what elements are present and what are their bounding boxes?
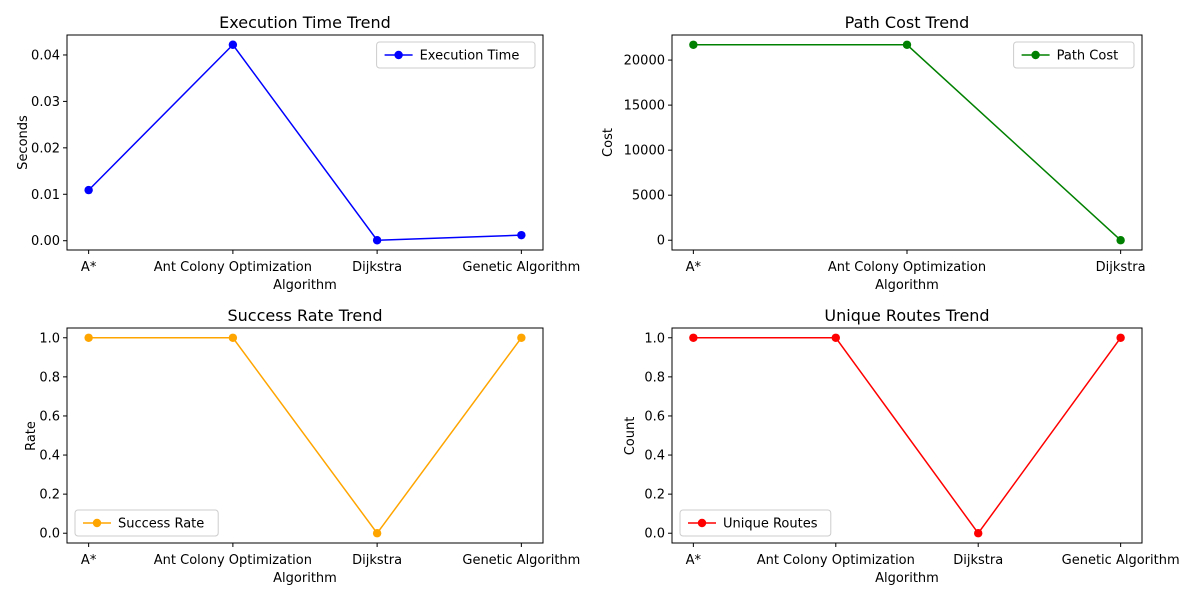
y-tick-label: 0.04 [31, 48, 60, 63]
legend: Execution Time [376, 41, 536, 69]
y-tick-label: 0.8 [39, 370, 60, 385]
axes-frame [66, 34, 544, 251]
chart-title: Success Rate Trend [227, 306, 382, 325]
data-point [372, 529, 382, 538]
data-point [517, 333, 526, 342]
plot-area: 0.0 0.2 0.4 0.6 0.8 1.0 A* Ant Colony Optimizat… [644, 327, 1180, 568]
data-point [974, 529, 983, 538]
legend: Path Cost [1013, 41, 1135, 69]
x-axis-label: Algorithm [875, 571, 939, 586]
y-axis-label: Cost [601, 128, 616, 157]
x-axis-label: Algorithm [875, 278, 939, 293]
data-point [228, 40, 238, 49]
y-tick-label: 1.0 [39, 331, 60, 346]
y-tick-label: 0.0 [644, 527, 665, 542]
legend-frame [679, 509, 832, 537]
x-tick-label: Ant Colony Optimization [154, 260, 312, 275]
data-point [689, 333, 698, 342]
x-tick-label: A* [686, 260, 702, 275]
legend-frame [376, 41, 536, 69]
legend-marker [92, 518, 102, 528]
y-tick-label: 1.0 [644, 331, 665, 346]
chart-title: Unique Routes Trend [824, 306, 989, 325]
axes-frame [66, 327, 544, 544]
data-point [517, 230, 526, 240]
y-tick-label: 15000 [624, 99, 665, 114]
y-tick-label: 0.4 [39, 449, 60, 464]
legend-marker [1031, 50, 1040, 60]
y-tick-label: 0.6 [644, 409, 665, 424]
x-tick-label: Dijkstra [1096, 260, 1146, 275]
x-tick-label: Genetic Algorithm [462, 553, 580, 568]
legend-label: Unique Routes [723, 517, 818, 532]
data-point [1116, 333, 1125, 342]
subplot-unique-routes: Unique Routes Trend Algorithm Count 0.00… [623, 306, 1180, 586]
y-tick-label: 0.01 [31, 188, 60, 203]
subplot-path-cost: Path Cost Trend Algorithm Cost 0 5000 1000… [601, 13, 1146, 293]
y-tick-label: 5000 [632, 189, 665, 204]
legend-frame [1013, 41, 1135, 69]
y-axis-label: Seconds [16, 115, 31, 170]
y-axis-label: Rate [24, 421, 39, 451]
data-point [84, 185, 93, 195]
legend-marker [394, 50, 403, 60]
y-tick-label: 0.02 [31, 141, 60, 156]
data-point [84, 333, 93, 342]
chart-title: Execution Time Trend [219, 13, 391, 32]
data-point [1116, 236, 1125, 245]
x-tick-label: Dijkstra [352, 260, 402, 275]
legend-label: Success Rate [118, 517, 204, 532]
y-tick-label: 0.6 [39, 409, 60, 424]
legend-label: Path Cost [1057, 49, 1119, 64]
chart-title: Path Cost Trend [845, 13, 970, 32]
y-tick-label: 0.00 [31, 234, 60, 249]
x-tick-label: A* [686, 553, 702, 568]
y-tick-label: 0.4 [644, 449, 665, 464]
legend-label: Execution Time [420, 49, 520, 64]
y-tick-label: 0.2 [39, 488, 60, 503]
y-tick-label: 20000 [624, 54, 665, 69]
legend-frame [74, 509, 219, 537]
y-axis-label: Count [623, 417, 638, 456]
series-line [88, 43, 522, 242]
x-tick-label: Dijkstra [953, 553, 1003, 568]
y-tick-label: 0.03 [31, 95, 60, 110]
data-point [372, 236, 382, 245]
x-tick-label: A* [81, 553, 97, 568]
plot-area: 0.00 0.01 0.02 0.03 0.04 A* Ant Colony Optimiz… [31, 34, 580, 275]
data-point [689, 40, 698, 49]
data-point [902, 40, 912, 49]
series-line [88, 337, 522, 535]
y-tick-label: 0 [657, 234, 665, 249]
subplot-execution-time: Execution Time Trend Algorithm Seconds 0… [16, 13, 580, 293]
plot-area: 0 5000 10000 15000 20000 A* Ant Colony Optimiz… [624, 34, 1146, 275]
data-point [831, 333, 840, 342]
legend: Success Rate [74, 509, 219, 537]
y-tick-label: 0.0 [39, 527, 60, 542]
data-point [228, 333, 238, 342]
x-axis-label: Algorithm [273, 571, 337, 586]
plot-area: 0.0 0.2 0.4 0.6 0.8 1.0 A* Ant Colony Optimizat… [39, 327, 580, 568]
x-tick-label: A* [81, 260, 97, 275]
x-tick-label: Dijkstra [352, 553, 402, 568]
x-tick-label: Genetic Algorithm [462, 260, 580, 275]
legend: Unique Routes [679, 509, 832, 537]
x-tick-label: Ant Colony Optimization [828, 260, 986, 275]
x-tick-label: Ant Colony Optimization [154, 553, 312, 568]
x-axis-label: Algorithm [273, 278, 337, 293]
axes-frame [671, 327, 1143, 544]
y-tick-label: 0.8 [644, 370, 665, 385]
y-tick-label: 0.2 [644, 488, 665, 503]
subplot-success-rate: Success Rate Trend Algorithm Rate 0.0 0.2… [24, 306, 580, 586]
series-line [693, 337, 1122, 535]
x-tick-label: Genetic Algorithm [1062, 553, 1180, 568]
x-tick-label: Ant Colony Optimization [757, 553, 915, 568]
y-tick-label: 10000 [624, 144, 665, 159]
legend-marker [697, 518, 707, 528]
